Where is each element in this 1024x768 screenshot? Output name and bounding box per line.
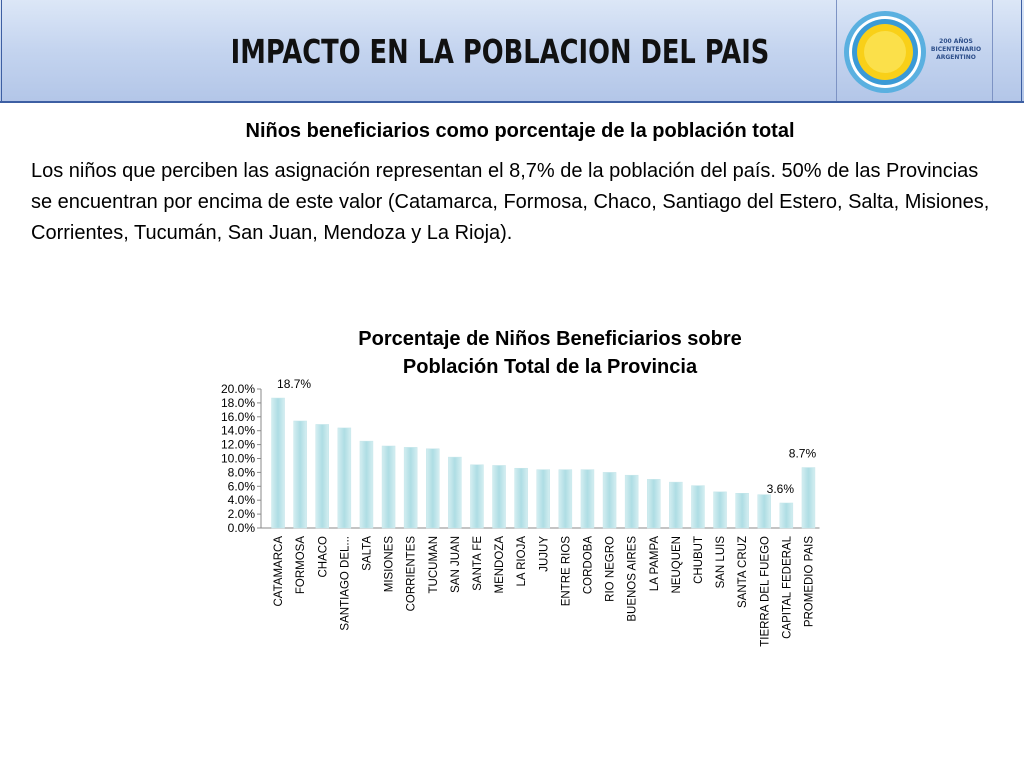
banner-right-edge (1021, 0, 1022, 101)
x-category-label: TIERRA DEL FUEGO (759, 536, 771, 647)
y-tick-label: 8.0% (228, 465, 256, 479)
bar (514, 467, 528, 529)
x-category-label: CAPITAL FEDERAL (781, 535, 793, 638)
bar (558, 469, 573, 529)
bar (536, 469, 550, 529)
bar (757, 494, 771, 529)
page-title: IMPACTO EN LA POBLACION DEL PAIS (230, 32, 770, 71)
x-category-label: LA PAMPA (649, 536, 661, 592)
bar (426, 448, 440, 529)
x-category-label: CATAMARCA (273, 536, 285, 607)
y-tick-label: 12.0% (221, 438, 255, 452)
bar (381, 445, 396, 529)
bar (801, 467, 816, 529)
x-category-label: JUJUY (538, 536, 550, 572)
x-category-label: LA RIOJA (516, 536, 528, 587)
bar (403, 447, 418, 529)
bar (492, 465, 506, 529)
bar (359, 440, 374, 529)
bar (337, 427, 352, 529)
x-category-label: MENDOZA (494, 536, 506, 594)
bar (315, 424, 329, 529)
banner-divider (836, 0, 837, 101)
y-tick-label: 2.0% (228, 507, 256, 521)
y-tick-label: 16.0% (221, 410, 255, 424)
bar (448, 456, 462, 529)
x-category-label: CORRIENTES (406, 536, 418, 612)
bar (580, 469, 595, 529)
data-label: 8.7% (789, 447, 817, 461)
x-category-label: RIO NEGRO (605, 536, 617, 602)
x-category-label: CHUBUT (693, 536, 705, 584)
chart-title-line: Porcentaje de Niños Beneficiarios sobre (358, 328, 742, 350)
y-tick-label: 6.0% (228, 479, 256, 493)
x-category-label: TUCUMAN (428, 536, 440, 594)
logo-caption: 200 AÑOS BICENTENARIO ARGENTINO (926, 38, 986, 62)
x-category-label: SANTIAGO DEL... (339, 536, 351, 631)
x-category-label: PROMEDIO PAIS (803, 536, 815, 627)
header-banner: IMPACTO EN LA POBLACION DEL PAIS 200 AÑO… (0, 0, 1024, 103)
section-subtitle: Niños beneficiarios como porcentaje de l… (245, 120, 795, 142)
logo-line: 200 AÑOS (939, 38, 973, 45)
body-paragraph: Los niños que perciben las asignación re… (31, 160, 990, 244)
bar (647, 479, 661, 529)
bar (470, 464, 484, 529)
chart-title: Porcentaje de Niños Beneficiarios sobre … (260, 325, 840, 381)
banner-left-edge (1, 0, 2, 101)
y-tick-label: 14.0% (221, 424, 255, 438)
data-label: 3.6% (767, 482, 795, 496)
x-category-label: CORDOBA (582, 536, 594, 594)
bar-chart: 0.0%2.0%4.0%6.0%8.0%10.0%12.0%14.0%16.0%… (221, 377, 820, 647)
bar (735, 493, 749, 529)
logo-line: BICENTENARIO (930, 46, 982, 53)
y-tick-label: 10.0% (221, 452, 255, 466)
bicentenario-logo (844, 11, 926, 93)
x-category-label: CHACO (317, 536, 329, 578)
x-category-label: SAN LUIS (715, 536, 727, 589)
bar (779, 502, 794, 529)
x-category-label: SANTA FE (472, 536, 484, 591)
x-category-label: SAN JUAN (450, 536, 462, 593)
bar (602, 472, 617, 529)
y-tick-label: 18.0% (221, 396, 255, 410)
banner-divider (992, 0, 993, 101)
bar (624, 474, 639, 529)
logo-line: ARGENTINO (936, 54, 976, 61)
x-category-label: MISIONES (384, 536, 396, 593)
x-category-label: NEUQUEN (671, 536, 683, 594)
y-tick-label: 0.0% (228, 521, 256, 535)
bar (271, 397, 285, 529)
bar (293, 420, 307, 529)
x-category-label: SANTA CRUZ (737, 536, 749, 608)
bar (691, 485, 705, 529)
y-tick-label: 20.0% (221, 382, 255, 396)
x-category-label: BUENOS AIRES (627, 536, 639, 622)
bar (669, 481, 683, 529)
y-tick-label: 4.0% (228, 493, 256, 507)
x-category-label: SALTA (361, 536, 373, 571)
bar (713, 491, 727, 529)
x-category-label: ENTRE RIOS (560, 536, 572, 607)
data-label: 18.7% (277, 377, 311, 391)
x-category-label: FORMOSA (295, 536, 307, 594)
chart-title-line: Población Total de la Provincia (402, 356, 698, 378)
